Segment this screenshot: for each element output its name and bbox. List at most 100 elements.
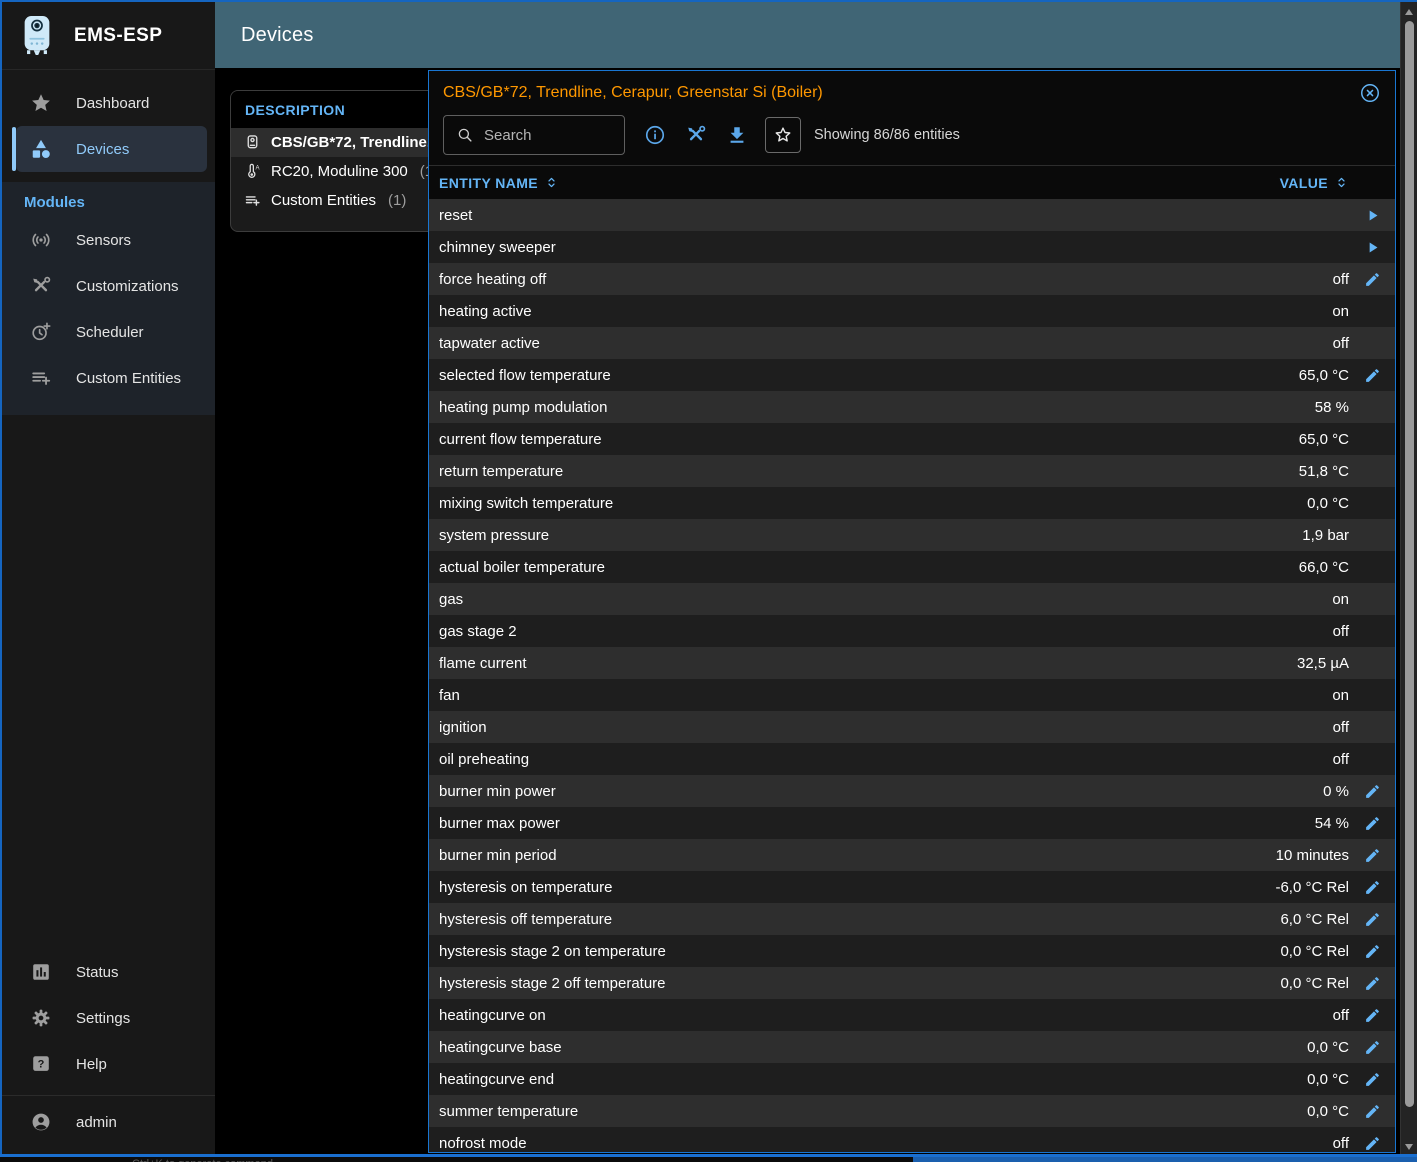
table-row[interactable]: hysteresis on temperature -6,0 °C Rel <box>429 871 1395 903</box>
device-item-custom-entities[interactable]: Custom Entities (1) <box>231 186 469 215</box>
sidebar-item-custom-entities[interactable]: Custom Entities <box>2 355 215 401</box>
entity-value: off <box>1332 622 1349 640</box>
sidebar-item-sensors[interactable]: Sensors <box>2 217 215 263</box>
shortcut-hint-text: Ctrl+K to generate command <box>132 1158 273 1162</box>
table-row[interactable]: ignition off <box>429 711 1395 743</box>
table-row[interactable]: burner max power 54 % <box>429 807 1395 839</box>
device-item-count: (1) <box>388 192 407 209</box>
search-box[interactable] <box>443 115 625 155</box>
entity-value: -6,0 °C Rel <box>1275 878 1349 896</box>
table-row[interactable]: fan on <box>429 679 1395 711</box>
entity-name: actual boiler temperature <box>439 558 605 576</box>
table-row[interactable]: chimney sweeper <box>429 231 1395 263</box>
vertical-scrollbar[interactable] <box>1400 2 1417 1157</box>
entity-action-cell <box>1349 847 1395 864</box>
entity-name: burner min period <box>439 846 557 864</box>
close-icon[interactable] <box>1359 82 1381 104</box>
entity-name: tapwater active <box>439 334 540 352</box>
edit-icon[interactable] <box>1364 1071 1381 1088</box>
search-input[interactable] <box>484 126 612 144</box>
sidebar-item-status[interactable]: Status <box>2 949 215 995</box>
table-row[interactable]: burner min period 10 minutes <box>429 839 1395 871</box>
horizontal-scrollbar-thumb[interactable] <box>913 1157 1417 1162</box>
edit-icon[interactable] <box>1364 783 1381 800</box>
edit-icon[interactable] <box>1364 815 1381 832</box>
table-row[interactable]: summer temperature 0,0 °C <box>429 1095 1395 1127</box>
device-title: CBS/GB*72, Trendline, Cerapur, Greenstar… <box>443 84 823 101</box>
edit-icon[interactable] <box>1364 1007 1381 1024</box>
info-icon[interactable] <box>644 124 666 146</box>
edit-icon[interactable] <box>1364 911 1381 928</box>
sidebar-item-customizations[interactable]: Customizations <box>2 263 215 309</box>
sidebar: EMS-ESP Dashboard Devices Modules Sensor… <box>2 2 215 1155</box>
sidebar-item-devices[interactable]: Devices <box>12 126 207 172</box>
edit-icon[interactable] <box>1364 367 1381 384</box>
scroll-up-arrow[interactable] <box>1401 4 1417 20</box>
table-row[interactable]: burner min power 0 % <box>429 775 1395 807</box>
table-row[interactable]: hysteresis off temperature 6,0 °C Rel <box>429 903 1395 935</box>
table-row[interactable]: force heating off off <box>429 263 1395 295</box>
bar-chart-icon <box>30 961 52 983</box>
edit-icon[interactable] <box>1364 271 1381 288</box>
table-row[interactable]: tapwater active off <box>429 327 1395 359</box>
table-row[interactable]: heating pump modulation 58 % <box>429 391 1395 423</box>
table-row[interactable]: current flow temperature 65,0 °C <box>429 423 1395 455</box>
sidebar-item-dashboard[interactable]: Dashboard <box>2 80 215 126</box>
edit-icon[interactable] <box>1364 1039 1381 1056</box>
table-row[interactable]: heatingcurve end 0,0 °C <box>429 1063 1395 1095</box>
playlist-add-icon <box>30 367 52 389</box>
edit-icon[interactable] <box>1364 1135 1381 1152</box>
entity-value: 10 minutes <box>1275 846 1349 864</box>
download-icon[interactable] <box>726 124 748 146</box>
table-header: ENTITY NAME VALUE <box>429 165 1395 199</box>
modules-header: Modules <box>24 194 85 211</box>
column-header-entity-name[interactable]: ENTITY NAME <box>439 175 1280 191</box>
table-row[interactable]: actual boiler temperature 66,0 °C <box>429 551 1395 583</box>
table-row[interactable]: hysteresis stage 2 off temperature 0,0 °… <box>429 967 1395 999</box>
entity-value: off <box>1332 334 1349 352</box>
sort-icon <box>1338 177 1345 188</box>
table-row[interactable]: flame current 32,5 µA <box>429 647 1395 679</box>
table-row[interactable]: gas stage 2 off <box>429 615 1395 647</box>
brand-title: EMS-ESP <box>74 24 163 46</box>
sidebar-item-scheduler[interactable]: Scheduler <box>2 309 215 355</box>
table-row[interactable]: heatingcurve on off <box>429 999 1395 1031</box>
edit-icon[interactable] <box>1364 975 1381 992</box>
scroll-down-arrow[interactable] <box>1401 1139 1417 1155</box>
sidebar-item-label: Sensors <box>76 231 132 249</box>
table-row[interactable]: hysteresis stage 2 on temperature 0,0 °C… <box>429 935 1395 967</box>
table-row[interactable]: reset <box>429 199 1395 231</box>
sidebar-item-help[interactable]: ? Help <box>2 1041 215 1087</box>
edit-icon[interactable] <box>1364 879 1381 896</box>
entity-value: 65,0 °C <box>1298 430 1349 448</box>
showing-entities-text: Showing 86/86 entities <box>814 127 960 143</box>
device-detail-panel: CBS/GB*72, Trendline, Cerapur, Greenstar… <box>428 70 1396 1153</box>
sidebar-item-admin[interactable]: admin <box>2 1096 215 1148</box>
table-row[interactable]: oil preheating off <box>429 743 1395 775</box>
table-row[interactable]: system pressure 1,9 bar <box>429 519 1395 551</box>
entity-value: 0,0 °C <box>1307 1102 1349 1120</box>
scrollbar-thumb[interactable] <box>1405 21 1414 1107</box>
entity-name: fan <box>439 686 460 704</box>
entity-value: 32,5 µA <box>1296 654 1349 672</box>
table-row[interactable]: mixing switch temperature 0,0 °C <box>429 487 1395 519</box>
entity-name: hysteresis stage 2 on temperature <box>439 942 666 960</box>
edit-icon[interactable] <box>1364 847 1381 864</box>
column-header-value[interactable]: VALUE <box>1280 175 1349 191</box>
table-row[interactable]: selected flow temperature 65,0 °C <box>429 359 1395 391</box>
sidebar-item-settings[interactable]: Settings <box>2 995 215 1041</box>
table-row[interactable]: nofrost mode off <box>429 1127 1395 1152</box>
table-row[interactable]: heating active on <box>429 295 1395 327</box>
favorites-button[interactable] <box>765 117 801 153</box>
table-row[interactable]: heatingcurve base 0,0 °C <box>429 1031 1395 1063</box>
edit-icon[interactable] <box>1364 943 1381 960</box>
playlist-add-icon <box>243 192 261 210</box>
customize-tools-icon[interactable] <box>685 124 707 146</box>
table-row[interactable]: return temperature 51,8 °C <box>429 455 1395 487</box>
play-icon[interactable] <box>1364 207 1381 224</box>
entity-name: burner max power <box>439 814 560 832</box>
edit-icon[interactable] <box>1364 1103 1381 1120</box>
table-row[interactable]: gas on <box>429 583 1395 615</box>
play-icon[interactable] <box>1364 239 1381 256</box>
entity-name: current flow temperature <box>439 430 602 448</box>
